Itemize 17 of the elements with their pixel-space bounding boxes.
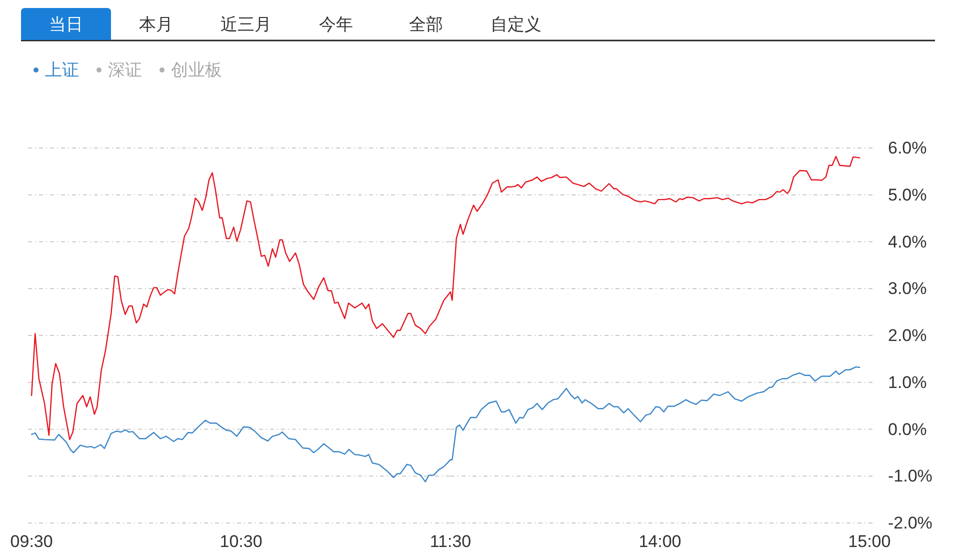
y-tick-label: 2.0% [888,326,927,345]
y-tick-label: 5.0% [888,185,927,204]
x-tick-label: 11:30 [430,532,472,551]
legend-label: 上证 [45,60,79,80]
y-tick-label: 4.0% [888,232,927,252]
y-tick-label: 6.0% [888,138,927,158]
x-tick-label: 15:00 [848,532,891,551]
x-tick-label: 09:30 [10,532,53,551]
y-tick-label: 1.0% [888,372,927,392]
x-tick-label: 14:00 [638,532,682,551]
y-tick-label: 3.0% [888,279,927,298]
x-tick-label: 10:30 [220,532,262,551]
tabs: 当日 本月 近三月 今年 全部 自定义 [21,8,935,42]
y-tick-label: -2.0% [888,514,932,532]
legend: 上证 深证 创业板 [34,60,222,80]
y-tick-label: 0.0% [888,420,927,439]
y-tick-label: -1.0% [888,466,932,486]
